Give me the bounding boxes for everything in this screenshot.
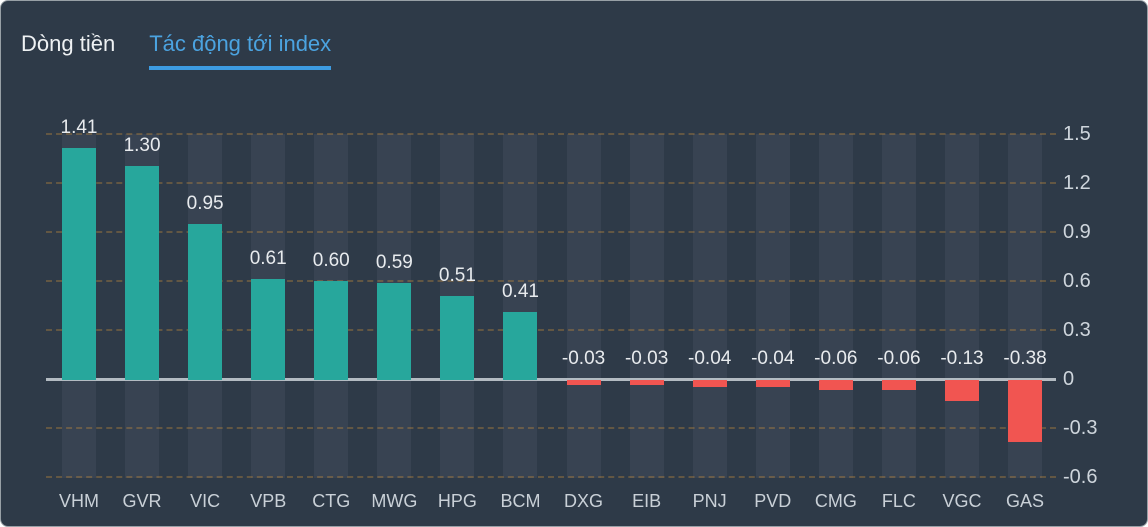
column-band (881, 134, 916, 478)
x-axis-label: EIB (632, 491, 662, 511)
y-axis-tick-label: 0.3 (1063, 318, 1091, 341)
x-axis-label: GAS (1006, 491, 1045, 511)
bar-VHM[interactable] (62, 148, 96, 380)
x-axis-label: VPB (250, 491, 287, 511)
bar-value-label: 1.30 (123, 135, 161, 157)
x-axis-label: VIC (190, 491, 221, 511)
bar-HPG[interactable] (440, 295, 475, 380)
x-axis-label: HPG (437, 491, 477, 511)
gridline (46, 427, 1056, 430)
column-band (503, 134, 538, 478)
bar-value-label: -0.04 (751, 348, 795, 369)
x-axis-label: PVD (754, 491, 792, 511)
y-axis-tick-label: 0 (1063, 368, 1075, 390)
bar-value-label: 0.41 (501, 280, 539, 302)
y-axis-tick-label: -0.6 (1063, 466, 1098, 489)
bar-EIB[interactable] (629, 380, 664, 385)
y-axis-tick-label: 1.2 (1063, 171, 1091, 194)
tab-dong-tien[interactable]: Dòng tiền (21, 31, 116, 56)
column-band (566, 134, 601, 478)
column-band (629, 134, 664, 478)
bar-value-label: -0.13 (940, 348, 984, 369)
bar-VIC[interactable] (188, 223, 223, 380)
x-axis-label: BCM (500, 491, 541, 511)
bar-value-label: -0.06 (814, 348, 858, 369)
x-axis-label: VHM (59, 491, 99, 511)
bar-GAS[interactable] (1008, 380, 1043, 443)
bar-VGC[interactable] (944, 380, 979, 402)
x-axis-label: FLC (881, 491, 916, 511)
bar-value-label: -0.38 (1003, 348, 1047, 369)
x-axis-label: VGC (942, 491, 982, 511)
bar-MWG[interactable] (377, 282, 412, 380)
bar-value-label: 1.41 (60, 117, 98, 139)
bar-BCM[interactable] (503, 311, 538, 380)
x-axis-label: GVR (122, 491, 162, 511)
gridline (46, 476, 1056, 479)
bar-CTG[interactable] (314, 280, 349, 380)
gridline (46, 328, 1056, 331)
tab-tac-dong-toi-index[interactable]: Tác động tới index (149, 31, 332, 70)
bar-FLC[interactable] (881, 380, 916, 390)
bar-value-label: -0.03 (624, 348, 669, 369)
x-axis-label: MWG (371, 491, 418, 511)
bar-value-label: 0.51 (438, 264, 476, 286)
bar-PNJ[interactable] (692, 380, 727, 387)
x-axis-label: CTG (312, 491, 351, 511)
column-band (755, 134, 790, 478)
bar-PVD[interactable] (755, 380, 790, 387)
gridline (46, 279, 1056, 282)
tab-bar: Dòng tiền Tác động tới index (21, 31, 332, 70)
bar-value-label: -0.06 (877, 348, 921, 369)
bar-VPB[interactable] (251, 279, 286, 380)
column-band (944, 134, 979, 478)
bar-value-label: -0.03 (561, 348, 606, 369)
bar-CMG[interactable] (818, 380, 853, 390)
column-band (818, 134, 853, 478)
gridline (46, 132, 1056, 135)
y-axis-tick-label: 0.9 (1063, 220, 1091, 243)
bar-value-label: 0.60 (312, 249, 350, 271)
y-axis-tick-label: 1.5 (1063, 122, 1091, 145)
gridline (46, 181, 1056, 184)
x-axis-label: PNJ (692, 491, 727, 511)
x-axis-label: CMG (814, 491, 857, 511)
bar-GVR[interactable] (125, 166, 160, 380)
bar-value-label: 0.95 (186, 192, 224, 214)
x-axis-label: DXG (564, 491, 604, 511)
y-axis-tick-label: -0.3 (1063, 417, 1098, 440)
bar-DXG[interactable] (566, 380, 601, 385)
y-axis-tick-label: 0.6 (1063, 269, 1091, 292)
bar-value-label: 0.61 (249, 248, 287, 270)
bar-value-label: 0.59 (375, 251, 413, 273)
zero-axis-line (46, 378, 1056, 381)
gridline (46, 230, 1056, 233)
column-band (692, 134, 727, 478)
bar-value-label: -0.04 (688, 348, 732, 369)
